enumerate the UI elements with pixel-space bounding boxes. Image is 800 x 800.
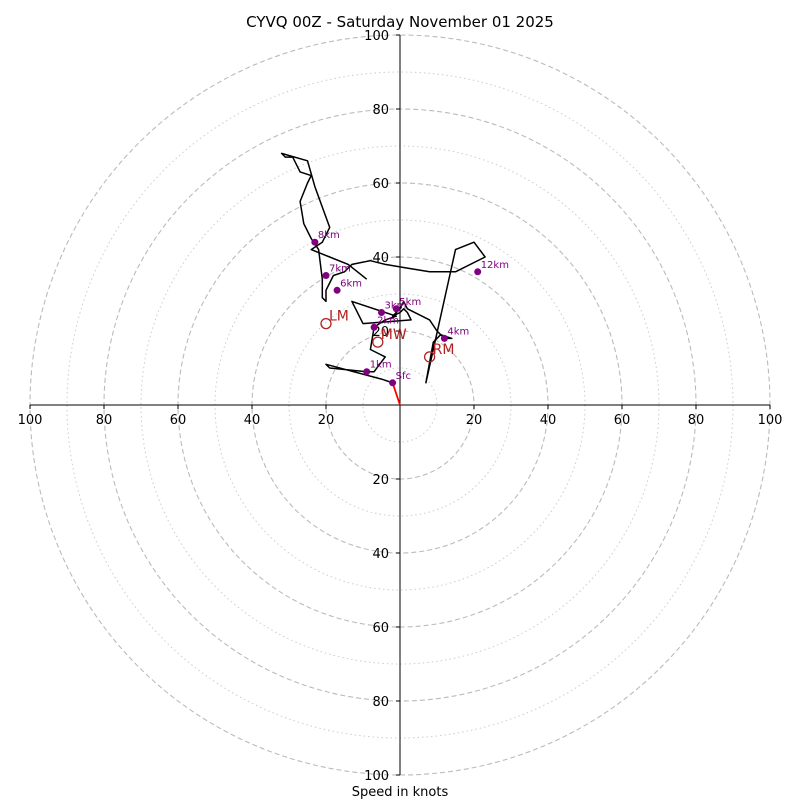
y-tick-label: 80	[372, 695, 389, 710]
height-marker-sfc	[389, 379, 397, 387]
y-tick-label: 100	[364, 29, 389, 44]
motion-marker-mw	[372, 336, 384, 348]
height-markers: Sfc1km2km3km5km4km6km7km8km12km	[311, 230, 509, 387]
y-tick-label: 100	[364, 769, 389, 784]
height-label-1km: 1km	[370, 360, 392, 371]
height-marker-12km	[474, 268, 482, 276]
y-tick-label: 60	[372, 621, 389, 636]
chart-title: CYVQ 00Z - Saturday November 01 2025	[246, 13, 554, 31]
height-marker-7km	[322, 272, 330, 279]
motion-marker-rm	[423, 351, 436, 363]
y-tick-label: 40	[372, 547, 389, 562]
x-tick-label: 20	[466, 413, 483, 428]
height-label-12km: 12km	[481, 260, 509, 271]
y-tick-label: 60	[372, 177, 389, 192]
height-marker-6km	[333, 286, 341, 294]
height-label-6km: 6km	[340, 278, 362, 289]
x-tick-label: 80	[96, 413, 113, 428]
height-label-2km: 2km	[377, 315, 399, 326]
height-label-sfc: Sfc	[396, 371, 411, 382]
motion-label-lm: LM	[329, 309, 349, 325]
height-label-4km: 4km	[447, 326, 469, 337]
motion-label-rm: RM	[433, 342, 455, 358]
height-marker-3km	[378, 309, 385, 316]
x-tick-label: 100	[758, 413, 783, 428]
storm-motion-line	[391, 382, 401, 406]
height-marker-1km	[363, 368, 371, 376]
motion-label-mw: MW	[381, 327, 407, 343]
x-tick-label: 40	[244, 413, 261, 428]
x-tick-label: 60	[614, 413, 631, 428]
x-tick-label: 80	[688, 413, 705, 428]
height-marker-8km	[311, 238, 319, 246]
height-marker-4km	[440, 334, 448, 342]
x-tick-label: 100	[18, 413, 43, 428]
x-tick-label: 60	[170, 413, 187, 428]
tick-labels: 100 80 60 40 20 20 40 60 80 100100806040202040608…	[18, 29, 783, 784]
height-label-5km: 5km	[399, 297, 421, 308]
y-tick-label: 20	[372, 473, 389, 488]
x-tick-label: 20	[318, 413, 335, 428]
storm-motion-markers: LM MW RM	[320, 309, 455, 363]
y-tick-label: 80	[372, 103, 389, 118]
height-marker-2km	[370, 323, 378, 331]
x-tick-label: 40	[540, 413, 557, 428]
x-axis-label: Speed in knots	[352, 785, 449, 800]
height-label-7km: 7km	[329, 264, 351, 275]
height-marker-5km	[392, 305, 400, 313]
motion-marker-lm	[320, 317, 332, 330]
height-label-8km: 8km	[318, 230, 340, 241]
